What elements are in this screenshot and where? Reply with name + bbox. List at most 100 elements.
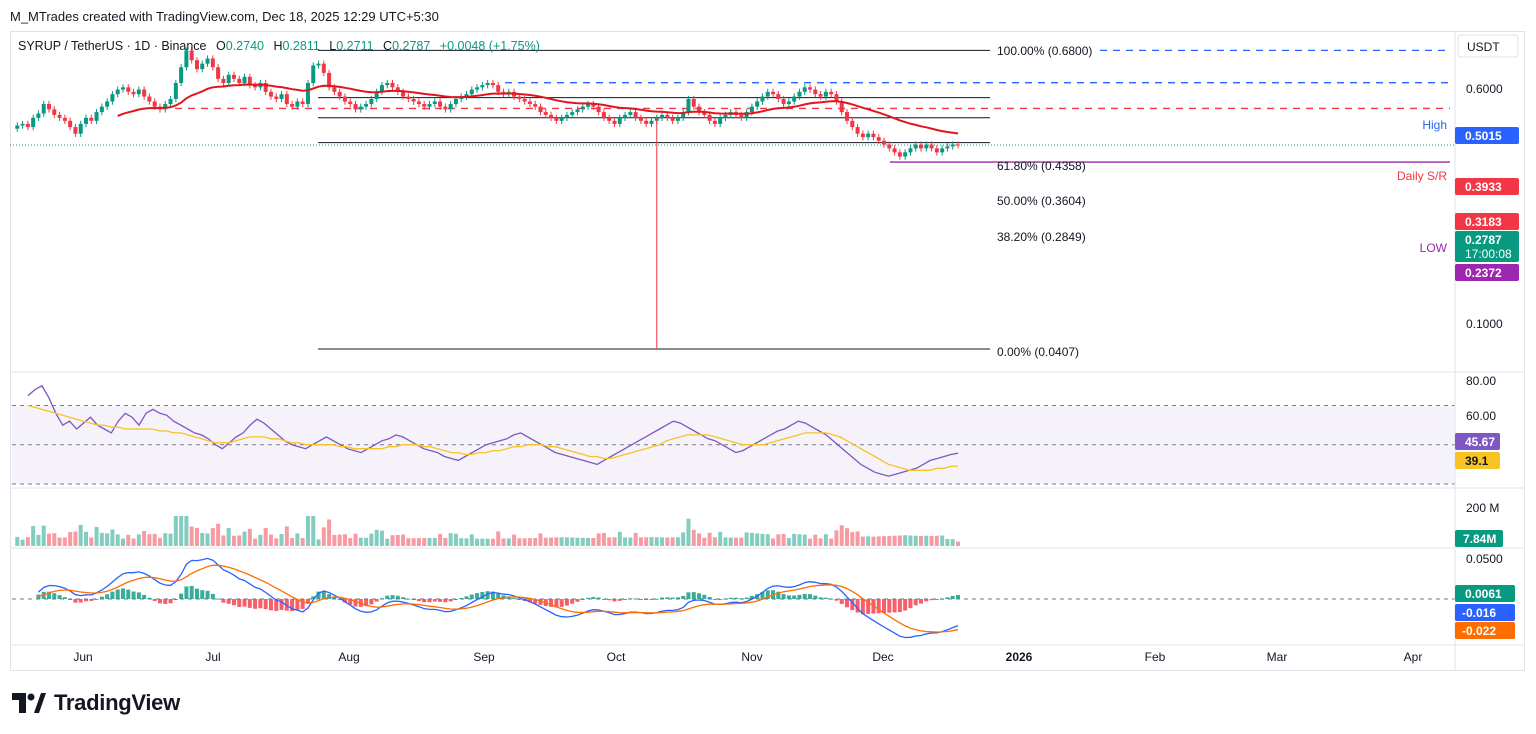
volume-bar — [416, 538, 421, 546]
macd-histogram-bar — [179, 593, 184, 599]
macd-histogram-bar — [131, 591, 136, 599]
macd-histogram-bar — [527, 599, 532, 603]
candle-body — [216, 67, 221, 79]
macd-histogram-bar — [485, 591, 490, 599]
candle-body — [945, 146, 950, 149]
macd-histogram-bar — [332, 597, 337, 599]
volume-bar — [808, 538, 813, 546]
rsi-ma-value-label: 39.1 — [1455, 452, 1500, 469]
candle-body — [390, 82, 395, 88]
macd-histogram-bar — [385, 595, 390, 599]
volume-bar — [268, 534, 273, 546]
currency-button[interactable]: USDT — [1457, 34, 1519, 58]
volume-bar — [908, 535, 913, 546]
macd-histogram-bar — [580, 599, 585, 600]
macd-histogram-bar — [427, 599, 432, 603]
volume-bar — [115, 534, 120, 546]
macd-histogram-bar — [290, 599, 295, 612]
volume-bar — [189, 526, 194, 546]
volume-bar — [89, 537, 94, 546]
volume-bar — [438, 533, 443, 546]
volume-pane — [15, 516, 960, 546]
volume-bar — [221, 535, 226, 546]
candle-body — [342, 96, 347, 102]
volume-bar — [31, 526, 36, 546]
svg-text:39.1: 39.1 — [1465, 454, 1489, 468]
macd-histogram-bar — [443, 599, 448, 603]
candle-body — [163, 104, 168, 110]
macd-histogram-bar — [765, 590, 770, 599]
tradingview-logo[interactable]: TradingView — [12, 690, 180, 716]
macd-histogram-bar — [903, 599, 908, 611]
volume-bar — [110, 529, 115, 546]
chart-canvas[interactable]: 100.00% (0.6800) 61.80% (0.4358) 50.00% … — [0, 0, 1536, 680]
macd-histogram-bar — [845, 599, 850, 608]
volume-bar — [723, 537, 728, 546]
volume-bar — [142, 530, 147, 546]
candle-body — [607, 117, 612, 121]
volume-bar — [374, 529, 379, 546]
x-tick-oct: Oct — [607, 650, 626, 664]
volume-bar — [940, 535, 945, 546]
candle-body — [401, 91, 406, 97]
macd-histogram-bar — [549, 599, 554, 607]
candle-body — [882, 140, 887, 145]
x-tick-jul: Jul — [205, 650, 220, 664]
volume-bar — [348, 538, 353, 546]
volume-bar — [369, 533, 374, 546]
candle-body — [268, 91, 273, 97]
macd-histogram-bar — [369, 599, 374, 605]
candle-body — [781, 98, 786, 105]
macd-histogram-bar — [512, 598, 517, 600]
rsi-pane — [12, 384, 1455, 485]
candle-body — [866, 133, 871, 138]
macd-histogram-bar — [691, 592, 696, 599]
macd-histogram-bar — [126, 589, 131, 599]
candle-body — [374, 91, 379, 99]
macd-histogram-bar — [110, 591, 115, 599]
volume-bar — [36, 534, 41, 546]
macd-histogram-bar — [681, 595, 686, 599]
candle-body — [242, 76, 247, 83]
candle-body — [406, 96, 411, 99]
high-annotation: High — [1422, 118, 1447, 132]
macd-histogram-bar — [570, 599, 575, 604]
volume-bar — [126, 534, 131, 546]
candle-body — [913, 144, 918, 149]
volume-bar — [152, 533, 157, 546]
volume-bar — [734, 537, 739, 546]
candle-body — [411, 98, 416, 102]
candle-body — [940, 148, 945, 153]
volume-bar — [290, 538, 295, 546]
volume-bar — [210, 528, 215, 546]
candle-body — [670, 117, 675, 121]
candle-body — [168, 98, 173, 105]
fib-38-label: 38.20% (0.2849) — [997, 230, 1086, 244]
volume-bar — [839, 525, 844, 546]
candle-body — [522, 98, 527, 102]
volume-bar — [379, 530, 384, 546]
macd-histogram-bar — [62, 597, 67, 599]
candle-body — [929, 144, 934, 149]
macd-histogram-bar — [469, 594, 474, 599]
fib-61-label: 61.80% (0.4358) — [997, 159, 1086, 173]
macd-histogram-bar — [480, 591, 485, 599]
candle-body — [496, 85, 501, 92]
ema-line — [117, 83, 959, 135]
volume-bar — [517, 538, 522, 546]
macd-histogram-bar — [268, 599, 273, 611]
svg-text:0.0061: 0.0061 — [1465, 587, 1502, 601]
candle-body — [718, 117, 723, 124]
candle-body — [665, 114, 670, 118]
volume-bar — [337, 534, 342, 546]
volume-bar — [829, 538, 834, 546]
volume-bar — [665, 537, 670, 546]
macd-line — [37, 557, 959, 639]
candle-body — [453, 98, 458, 105]
macd-histogram-bar — [866, 599, 871, 614]
volume-bar — [464, 538, 469, 546]
candle-body — [332, 87, 337, 92]
candle-body — [485, 82, 490, 86]
macd-histogram-bar — [945, 597, 950, 599]
volume-bar — [395, 534, 400, 546]
